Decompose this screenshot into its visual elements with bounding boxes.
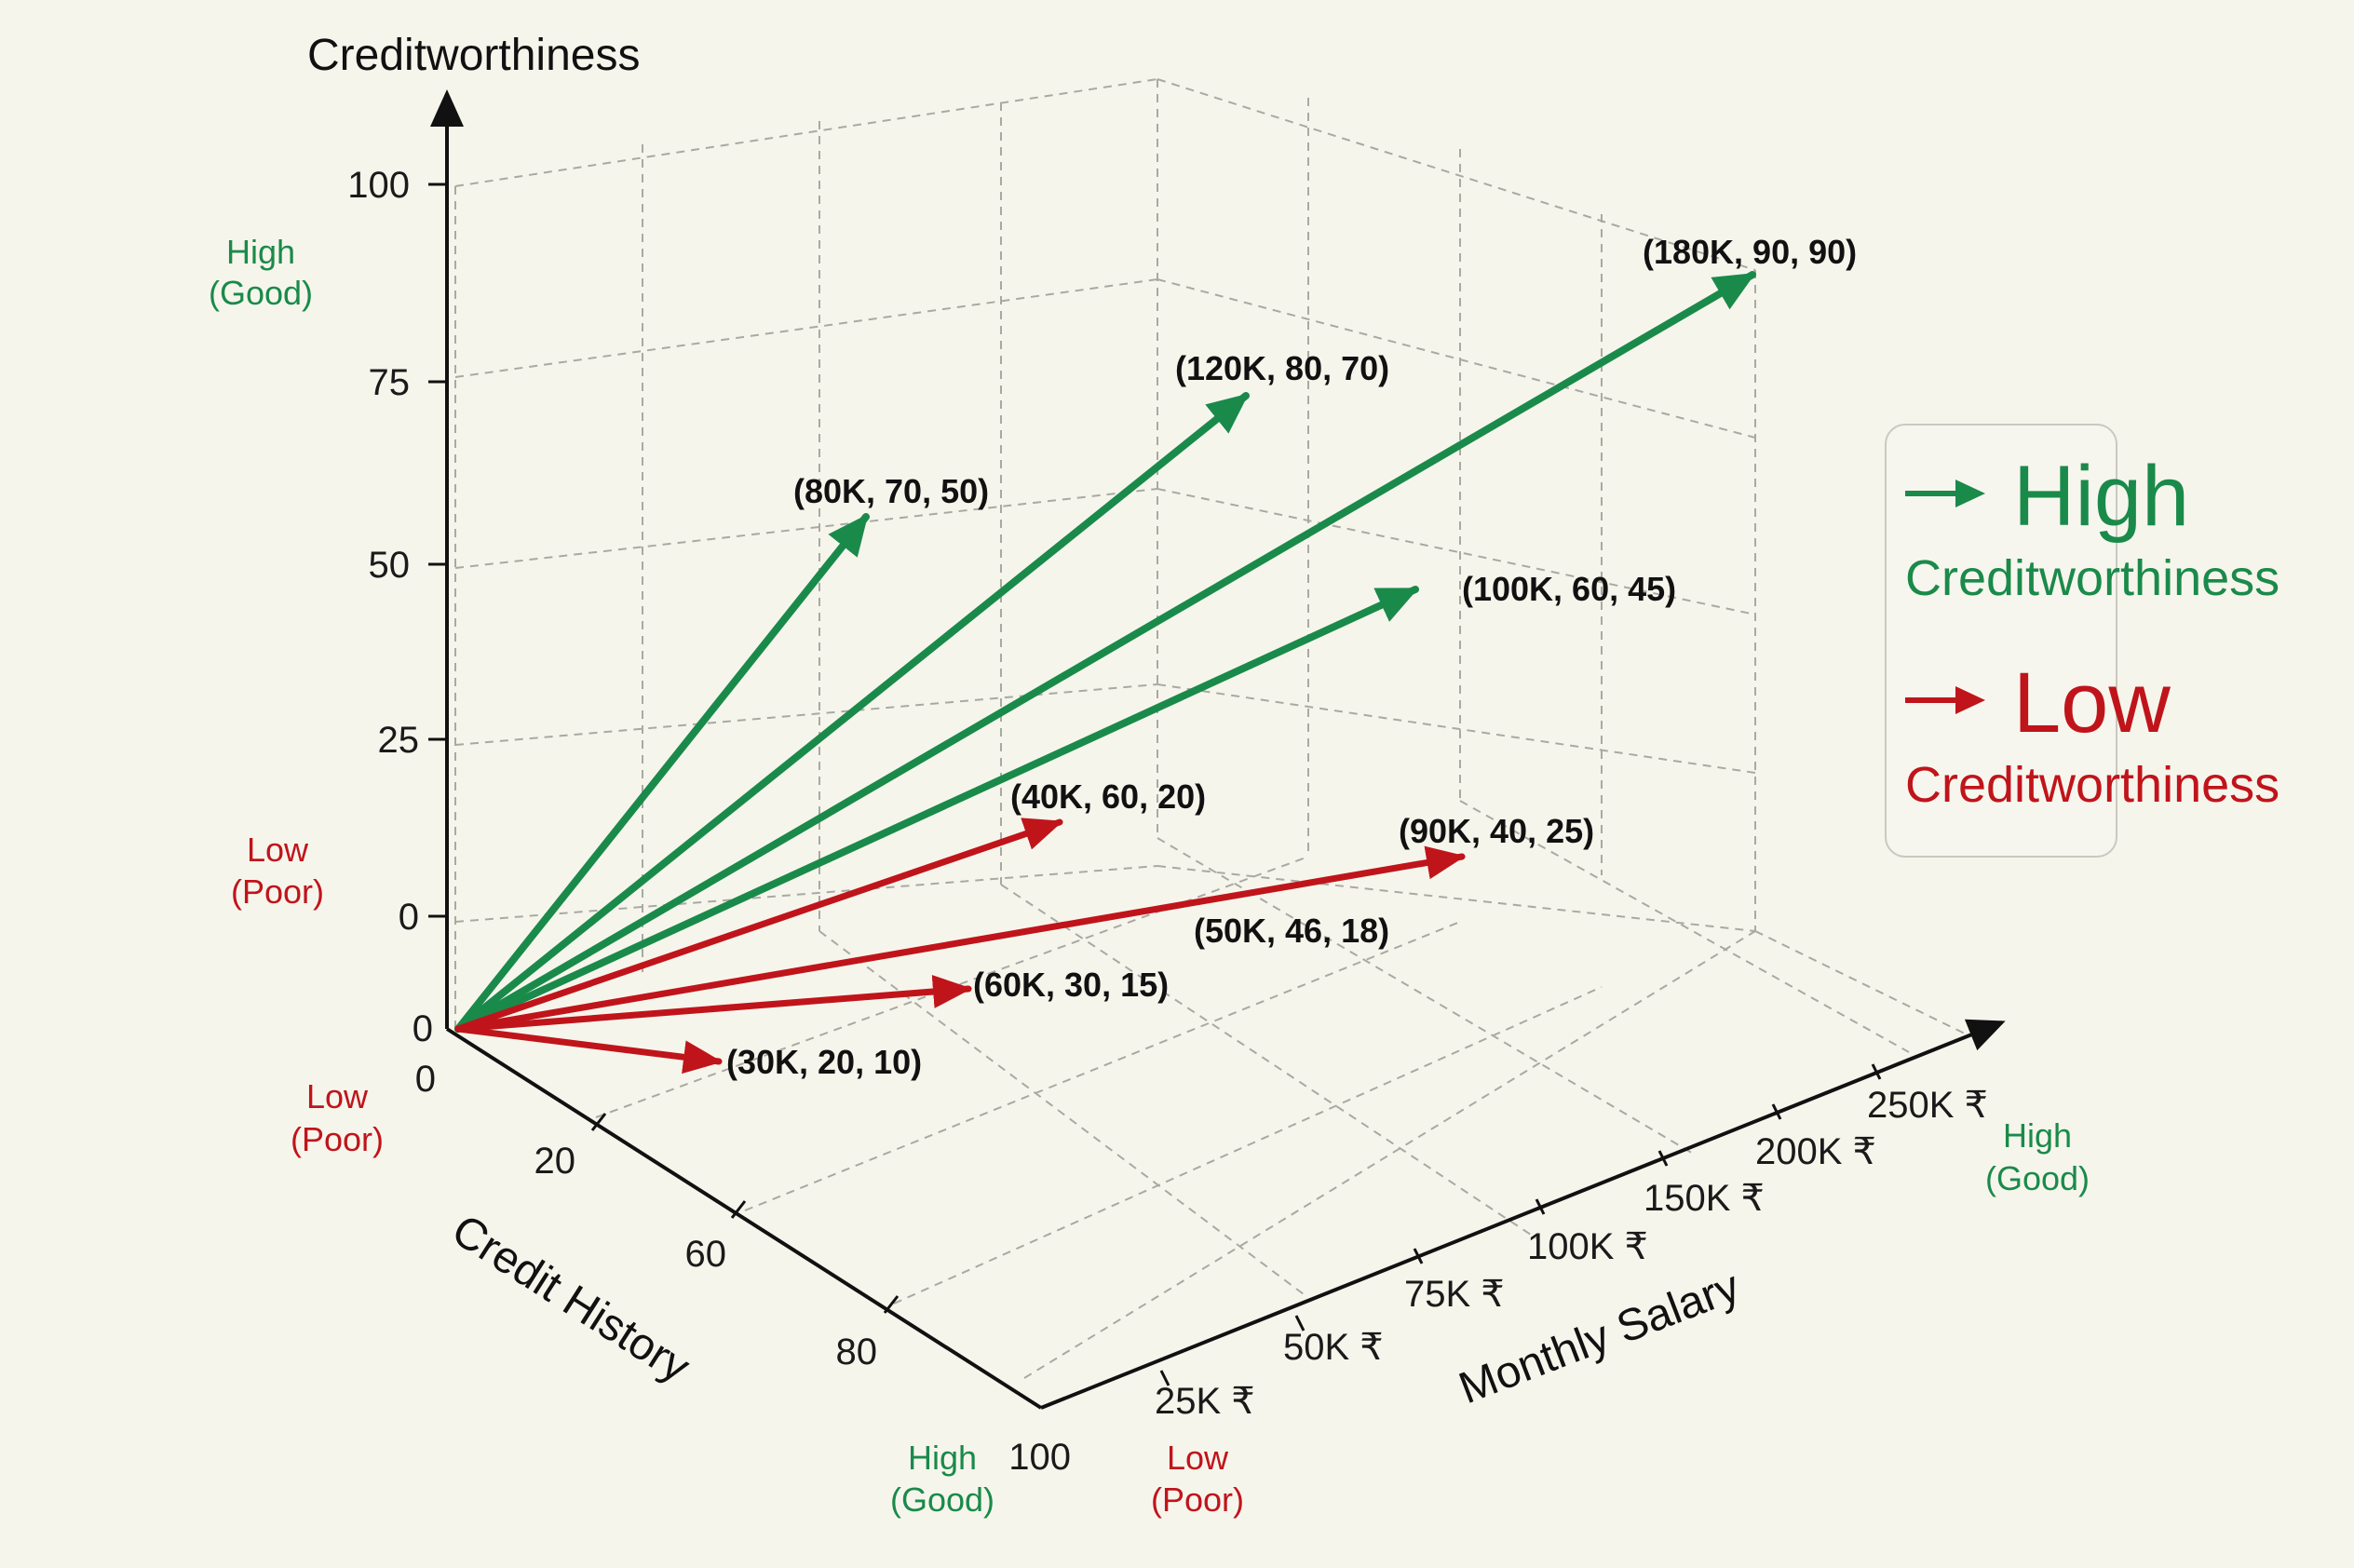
legend-low-subtitle: Creditworthiness <box>1905 757 2280 813</box>
vector-point-label: (180K, 90, 90) <box>1643 233 1857 271</box>
x-tick-label: 150K ₹ <box>1644 1178 1765 1219</box>
svg-text:High: High <box>2003 1116 2072 1155</box>
y-axis-ticks: 0 20 60 80 100 <box>415 1059 1071 1478</box>
x-tick-label: 50K ₹ <box>1283 1327 1384 1368</box>
svg-text:High: High <box>908 1439 977 1477</box>
legend-high-title: High <box>2013 449 2190 544</box>
svg-text:Low: Low <box>306 1077 369 1115</box>
svg-text:Low: Low <box>1167 1439 1229 1477</box>
svg-text:Low: Low <box>247 831 309 869</box>
x-high-label: High (Good) <box>1985 1116 2090 1197</box>
legend-arrow-icon <box>1905 686 1985 714</box>
grid-lines <box>454 78 1966 1379</box>
x-tick-label: 100K ₹ <box>1527 1226 1648 1267</box>
z-tick-label: 0 <box>399 897 419 938</box>
y-tick-label: 0 <box>415 1059 436 1100</box>
z-low-label: Low (Poor) <box>231 831 324 911</box>
z-tick-label: 100 <box>347 165 410 206</box>
vector-arrow-low <box>454 818 1063 1033</box>
z-axis-ticks: 100 75 50 25 0 0 <box>347 165 447 1049</box>
vector-arrow-high <box>454 586 1419 1033</box>
vector-arrow-high <box>454 513 870 1033</box>
z-tick-label: 25 <box>378 720 420 761</box>
x-axis-ticks: 25K ₹ 50K ₹ 75K ₹ 100K ₹ 150K ₹ 200K ₹ 2… <box>1155 1063 1988 1422</box>
svg-text:(Good): (Good) <box>1985 1159 2090 1197</box>
x-tick-label: 75K ₹ <box>1404 1274 1505 1315</box>
y-axis-line <box>445 1027 1043 1410</box>
svg-text:(Good): (Good) <box>890 1480 994 1519</box>
y-axis-title: Credit History <box>443 1206 698 1393</box>
z-tick-label: 75 <box>369 362 411 403</box>
z-tick-label: 50 <box>369 545 411 586</box>
y-low-label: Low (Poor) <box>291 1077 384 1158</box>
vector-arrow-low <box>454 845 1466 1033</box>
z-high-label: High (Good) <box>209 233 313 312</box>
y-high-label: High (Good) <box>890 1439 994 1519</box>
legend-low-title: Low <box>2013 656 2171 750</box>
vector-arrow-low <box>454 1025 723 1075</box>
vector-arrow-low <box>454 975 972 1033</box>
svg-text:(Good): (Good) <box>209 274 313 312</box>
vector-point-label: (40K, 60, 20) <box>1010 777 1206 816</box>
vector-point-label: (100K, 60, 45) <box>1462 570 1676 608</box>
z-tick-label: 0 <box>413 1008 433 1049</box>
x-tick-label: 250K ₹ <box>1867 1085 1988 1126</box>
vector-arrow-high <box>454 392 1250 1033</box>
x-low-label: Low (Poor) <box>1151 1439 1244 1519</box>
vector-point-label: (120K, 80, 70) <box>1175 349 1389 387</box>
svg-text:(Poor): (Poor) <box>291 1120 384 1158</box>
y-tick-label: 100 <box>1008 1437 1071 1478</box>
legend: High Creditworthiness Low Creditworthine… <box>1885 424 2280 858</box>
y-tick-label: 20 <box>534 1141 576 1182</box>
x-axis-line <box>1040 1019 2006 1410</box>
vector-point-label: (90K, 40, 25) <box>1399 812 1594 850</box>
svg-text:(Poor): (Poor) <box>231 872 324 911</box>
legend-entry-low: Low Creditworthiness <box>1905 660 2280 846</box>
vector-point-label: (80K, 70, 50) <box>793 472 989 510</box>
x-tick-label: 200K ₹ <box>1755 1131 1876 1172</box>
y-tick-label: 80 <box>836 1331 878 1372</box>
svg-text:(Poor): (Poor) <box>1151 1480 1244 1519</box>
vector-point-label: (60K, 30, 15) <box>973 966 1169 1004</box>
vector-arrow-high <box>454 271 1756 1033</box>
x-tick-label: 25K ₹ <box>1155 1381 1255 1422</box>
svg-text:High: High <box>226 233 295 271</box>
vector-point-label: (30K, 20, 10) <box>726 1043 922 1081</box>
z-axis-title: Creditworthiness <box>307 31 640 80</box>
y-tick-label: 60 <box>685 1234 727 1275</box>
extra-point-label: (50K, 46, 18) <box>1194 912 1389 950</box>
legend-entry-high: High Creditworthiness <box>1905 453 2280 640</box>
vector-series: (80K, 70, 50) (120K, 80, 70) (180K, 90, 90… <box>454 233 1857 1081</box>
legend-high-subtitle: Creditworthiness <box>1905 550 2280 606</box>
legend-arrow-icon <box>1905 480 1985 507</box>
